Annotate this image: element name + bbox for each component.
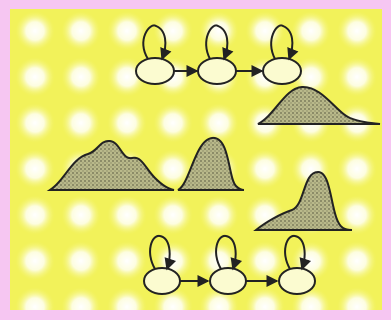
page xyxy=(0,0,391,320)
state xyxy=(210,268,246,294)
state xyxy=(198,58,236,84)
illustration xyxy=(0,0,391,320)
state xyxy=(279,268,315,294)
state xyxy=(144,268,180,294)
state xyxy=(263,58,301,84)
state xyxy=(136,58,174,84)
